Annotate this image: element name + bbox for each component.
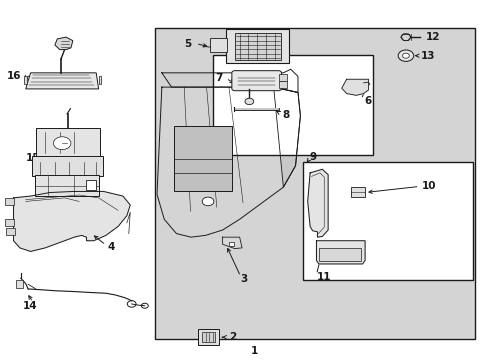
- Circle shape: [244, 98, 253, 105]
- Bar: [234, 33, 281, 60]
- Bar: [319, 248, 361, 261]
- Bar: [5, 219, 14, 226]
- Text: 13: 13: [420, 51, 434, 61]
- Bar: [201, 332, 215, 342]
- Circle shape: [53, 137, 71, 150]
- Bar: [6, 228, 15, 235]
- Polygon shape: [157, 87, 300, 237]
- Text: 9: 9: [309, 152, 316, 162]
- Polygon shape: [26, 73, 99, 89]
- Bar: [278, 81, 287, 88]
- Bar: [174, 126, 232, 191]
- Polygon shape: [307, 169, 327, 237]
- Bar: [278, 74, 287, 81]
- Bar: [198, 329, 219, 345]
- Bar: [157, 30, 472, 337]
- Bar: [210, 38, 227, 53]
- Text: 6: 6: [364, 96, 370, 107]
- Text: 10: 10: [421, 181, 436, 192]
- Bar: [302, 162, 472, 280]
- Text: 7: 7: [215, 73, 222, 83]
- Bar: [154, 28, 474, 339]
- Text: 3: 3: [240, 274, 246, 284]
- Polygon shape: [341, 79, 368, 95]
- Bar: [36, 128, 100, 157]
- Polygon shape: [222, 237, 242, 249]
- Text: 12: 12: [425, 32, 440, 42]
- Bar: [5, 198, 14, 205]
- Bar: [24, 76, 27, 84]
- Text: 2: 2: [228, 332, 236, 342]
- Circle shape: [202, 197, 213, 206]
- Text: 16: 16: [6, 71, 21, 81]
- Text: 4: 4: [107, 242, 114, 252]
- Text: 14: 14: [23, 301, 38, 311]
- Bar: [99, 76, 101, 84]
- Bar: [35, 175, 99, 196]
- Polygon shape: [14, 192, 130, 251]
- FancyBboxPatch shape: [231, 71, 281, 91]
- Text: 11: 11: [316, 272, 330, 282]
- Text: 5: 5: [183, 39, 191, 49]
- Bar: [31, 156, 103, 176]
- Bar: [351, 187, 365, 197]
- Bar: [86, 180, 96, 190]
- Bar: [16, 280, 23, 288]
- Circle shape: [397, 50, 413, 62]
- Bar: [228, 242, 233, 246]
- Polygon shape: [273, 87, 300, 187]
- Bar: [212, 55, 372, 155]
- Text: 8: 8: [282, 110, 289, 120]
- Circle shape: [402, 53, 408, 58]
- Bar: [225, 29, 288, 63]
- Text: 1: 1: [250, 346, 257, 356]
- Polygon shape: [162, 69, 297, 93]
- Polygon shape: [316, 241, 365, 264]
- Text: 15: 15: [26, 153, 40, 163]
- Polygon shape: [55, 37, 73, 50]
